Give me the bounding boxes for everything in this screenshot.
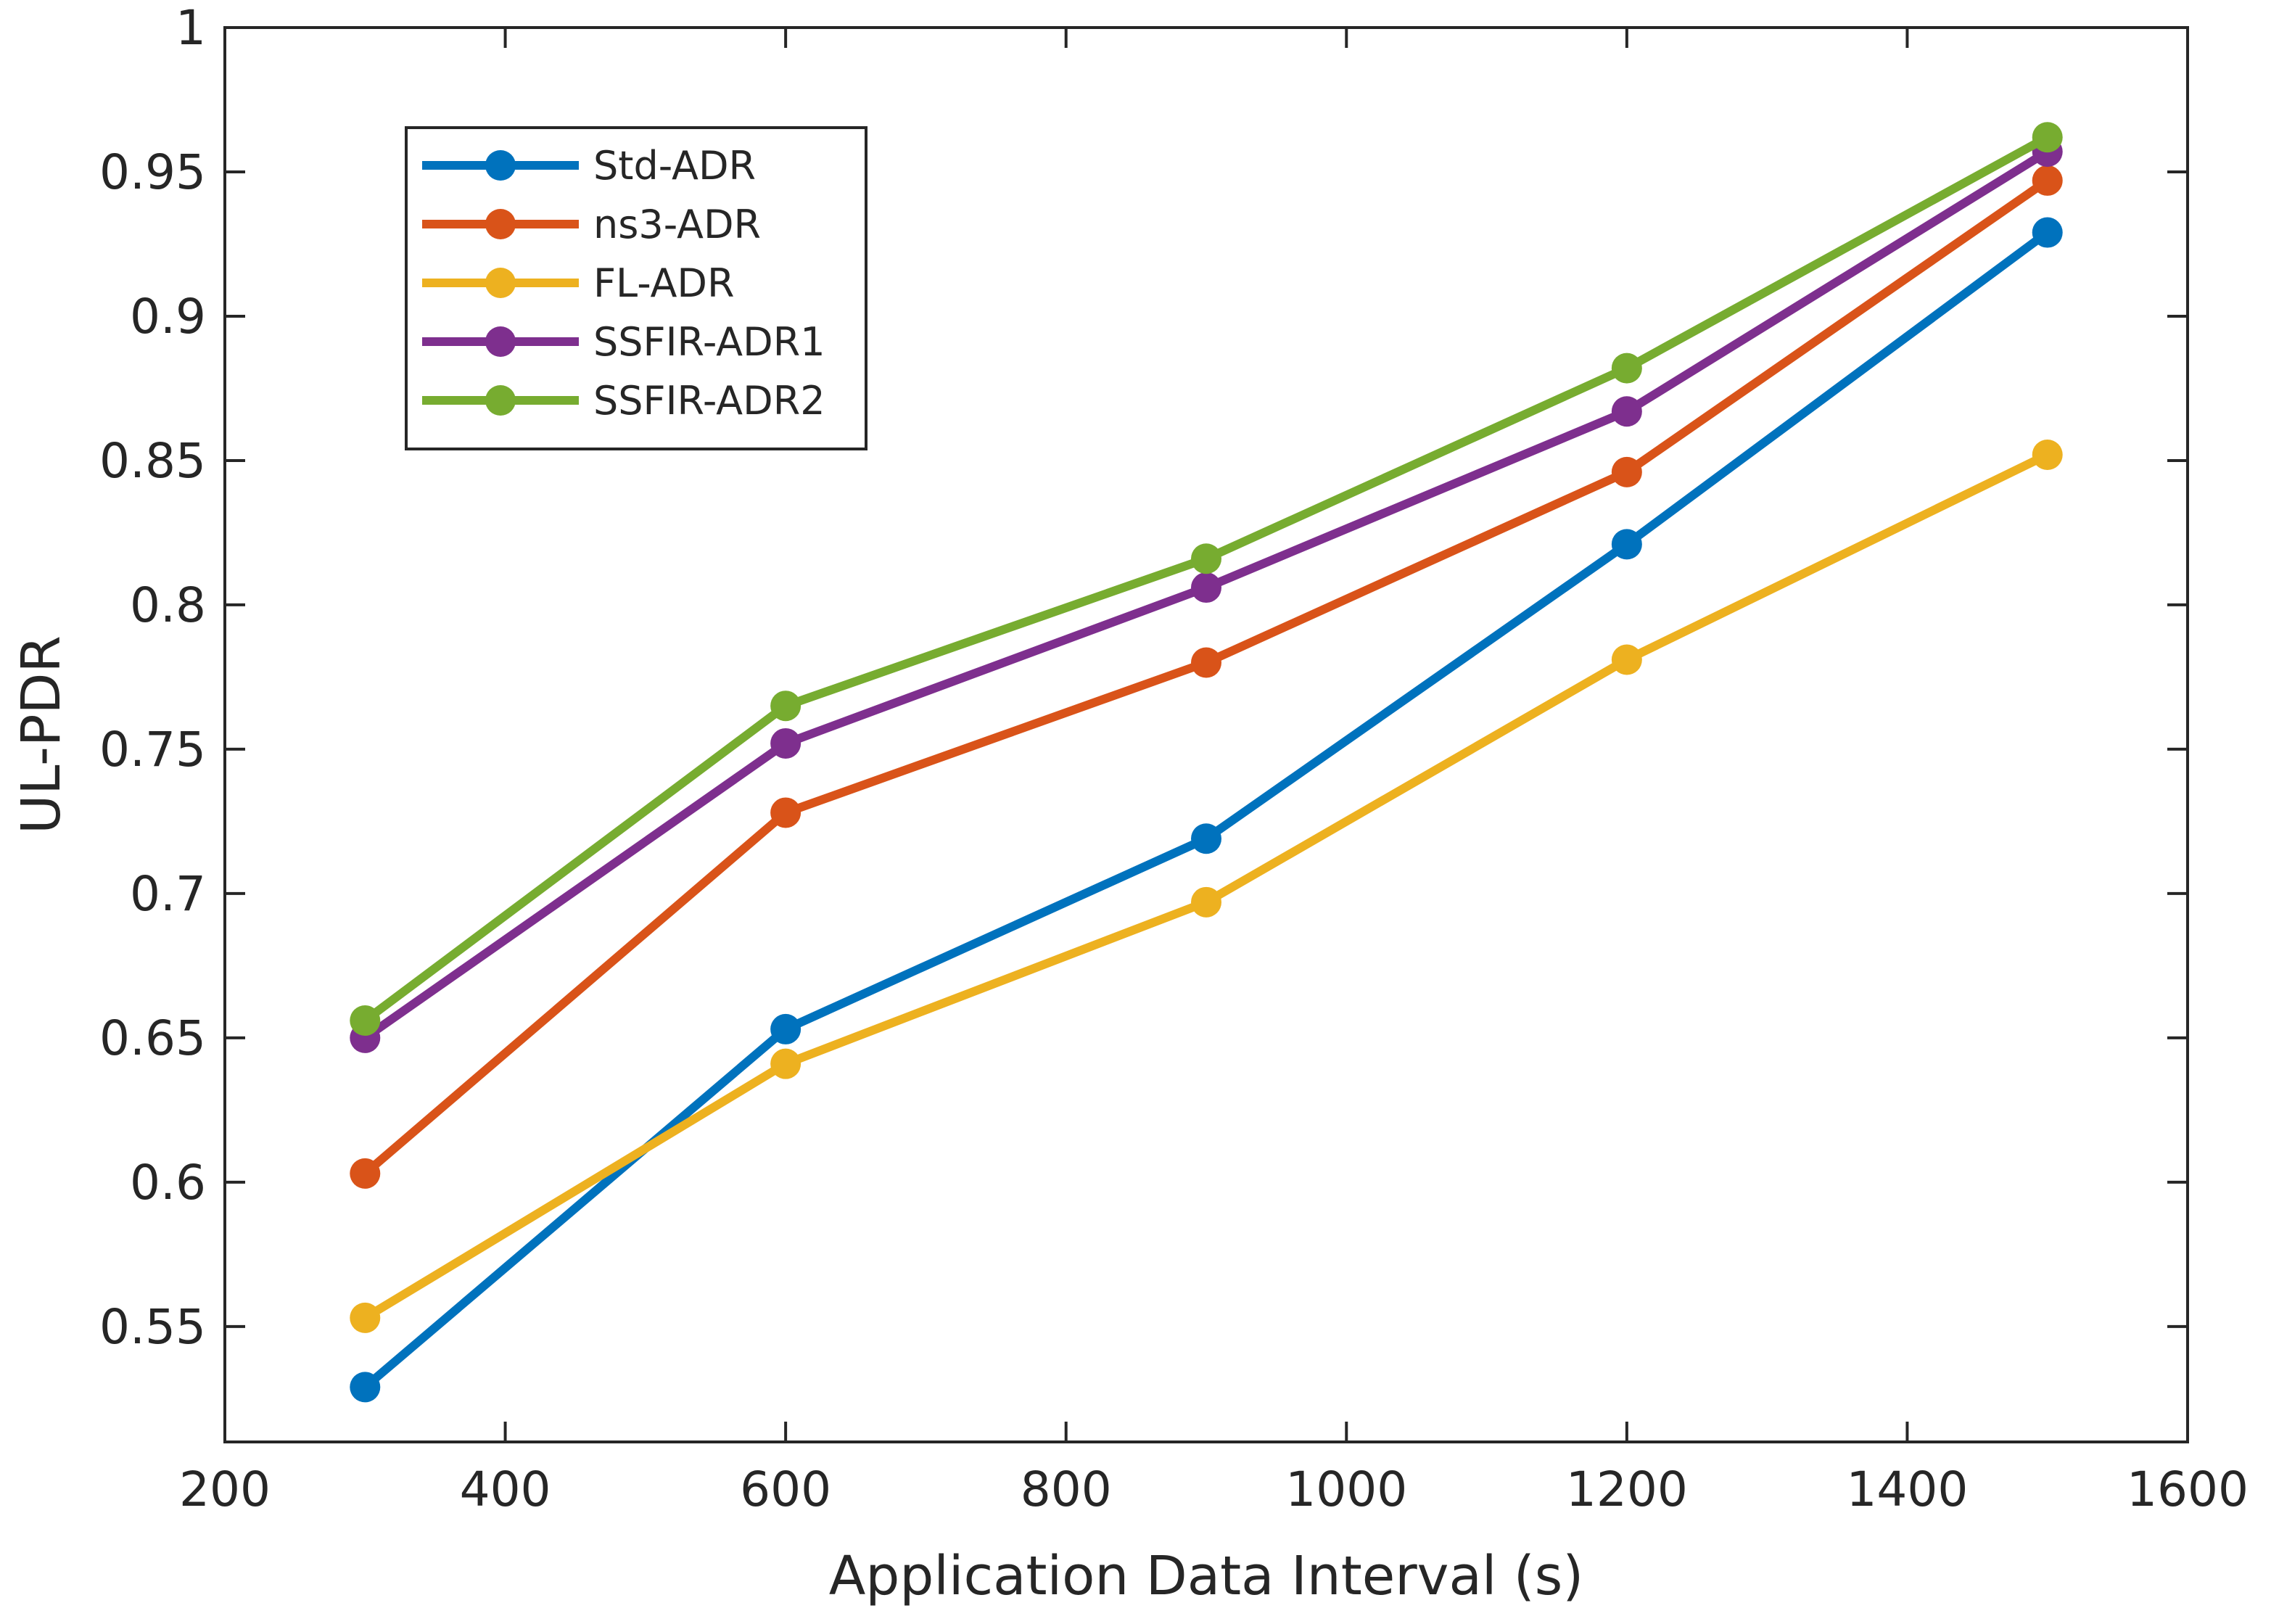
x-axis-ticks: 200 400 600 800 1000 1200 1400 1600	[179, 28, 2249, 1517]
legend-marker	[485, 268, 516, 298]
y-tick-label: 0.95	[99, 144, 206, 200]
y-tick-label: 0.9	[130, 289, 206, 345]
x-axis-title: Application Data Interval (s)	[829, 1545, 1583, 1607]
data-point-ns3-adr	[770, 797, 801, 828]
plot-frame	[223, 26, 2189, 1443]
y-tick-label: 0.65	[99, 1010, 206, 1066]
data-point-ns3-adr	[350, 1158, 381, 1189]
x-tick-label: 1400	[1846, 1462, 1968, 1517]
data-point-fl-adr	[2032, 439, 2063, 470]
legend-label: SSFIR-ADR2	[593, 378, 825, 424]
legend-entry: FL-ADR	[422, 260, 735, 306]
y-tick-label: 0.8	[130, 577, 206, 633]
legend-label: FL-ADR	[593, 260, 735, 306]
y-tick-label: 0.6	[130, 1155, 206, 1211]
legend-box	[405, 126, 867, 450]
data-point-std-adr	[770, 1013, 801, 1044]
legend-entry: Std-ADR	[422, 143, 756, 189]
x-tick-label: 1200	[1566, 1462, 1688, 1517]
data-point-ssfir-adr1	[770, 727, 801, 759]
legend-marker	[485, 209, 516, 239]
legend-marker	[485, 385, 516, 416]
series-fl-adr	[350, 439, 2063, 1333]
y-tick-label: 0.85	[99, 433, 206, 489]
data-point-ns3-adr	[1191, 647, 1221, 678]
y-tick-label: 0.55	[99, 1299, 206, 1355]
x-tick-label: 600	[740, 1462, 831, 1517]
legend-marker	[485, 326, 516, 357]
data-point-fl-adr	[770, 1048, 801, 1079]
data-point-std-adr	[2032, 217, 2063, 248]
data-point-fl-adr	[350, 1302, 381, 1333]
data-point-ns3-adr	[1611, 456, 1642, 487]
x-tick-label: 800	[1021, 1462, 1112, 1517]
legend: Std-ADR ns3-ADR FL-ADR SSFIR-ADR1 SSFIR-ADR2	[405, 126, 867, 450]
data-point-ssfir-adr2	[1611, 353, 1642, 384]
y-axis-ticks: 0.55 0.6 0.65 0.7 0.75 0.8 0.85 0.9 0.95 1	[99, 0, 2188, 1355]
legend-entry: SSFIR-ADR1	[422, 319, 825, 365]
legend-label: ns3-ADR	[593, 202, 761, 247]
y-axis-title: UL-PDR	[10, 635, 73, 834]
y-tick-label: 1	[176, 0, 206, 56]
data-point-ns3-adr	[2032, 165, 2063, 196]
data-point-std-adr	[1611, 529, 1642, 560]
legend-entry: ns3-ADR	[422, 202, 761, 247]
legend-label: Std-ADR	[593, 143, 756, 189]
legend-label: SSFIR-ADR1	[593, 319, 825, 365]
x-tick-label: 1600	[2127, 1462, 2249, 1517]
data-point-ssfir-adr2	[2032, 122, 2063, 153]
data-point-ssfir-adr2	[1191, 543, 1221, 574]
series-ssfir-adr2	[350, 122, 2063, 1036]
y-tick-label: 0.75	[99, 722, 206, 778]
series-layer	[350, 122, 2063, 1403]
y-tick-label: 0.7	[130, 866, 206, 922]
data-point-ssfir-adr2	[350, 1005, 381, 1036]
x-tick-label: 200	[179, 1462, 271, 1517]
data-point-fl-adr	[1191, 886, 1221, 918]
x-tick-label: 400	[460, 1462, 551, 1517]
data-point-ssfir-adr2	[770, 691, 801, 722]
data-point-ssfir-adr1	[1191, 572, 1221, 603]
legend-marker	[485, 150, 516, 181]
x-tick-label: 1000	[1285, 1462, 1407, 1517]
data-point-ssfir-adr1	[1611, 396, 1642, 427]
data-point-fl-adr	[1611, 644, 1642, 675]
data-point-std-adr	[1191, 823, 1221, 854]
data-point-std-adr	[350, 1372, 381, 1403]
legend-entry: SSFIR-ADR2	[422, 378, 825, 424]
series-ns3-adr	[350, 165, 2063, 1189]
